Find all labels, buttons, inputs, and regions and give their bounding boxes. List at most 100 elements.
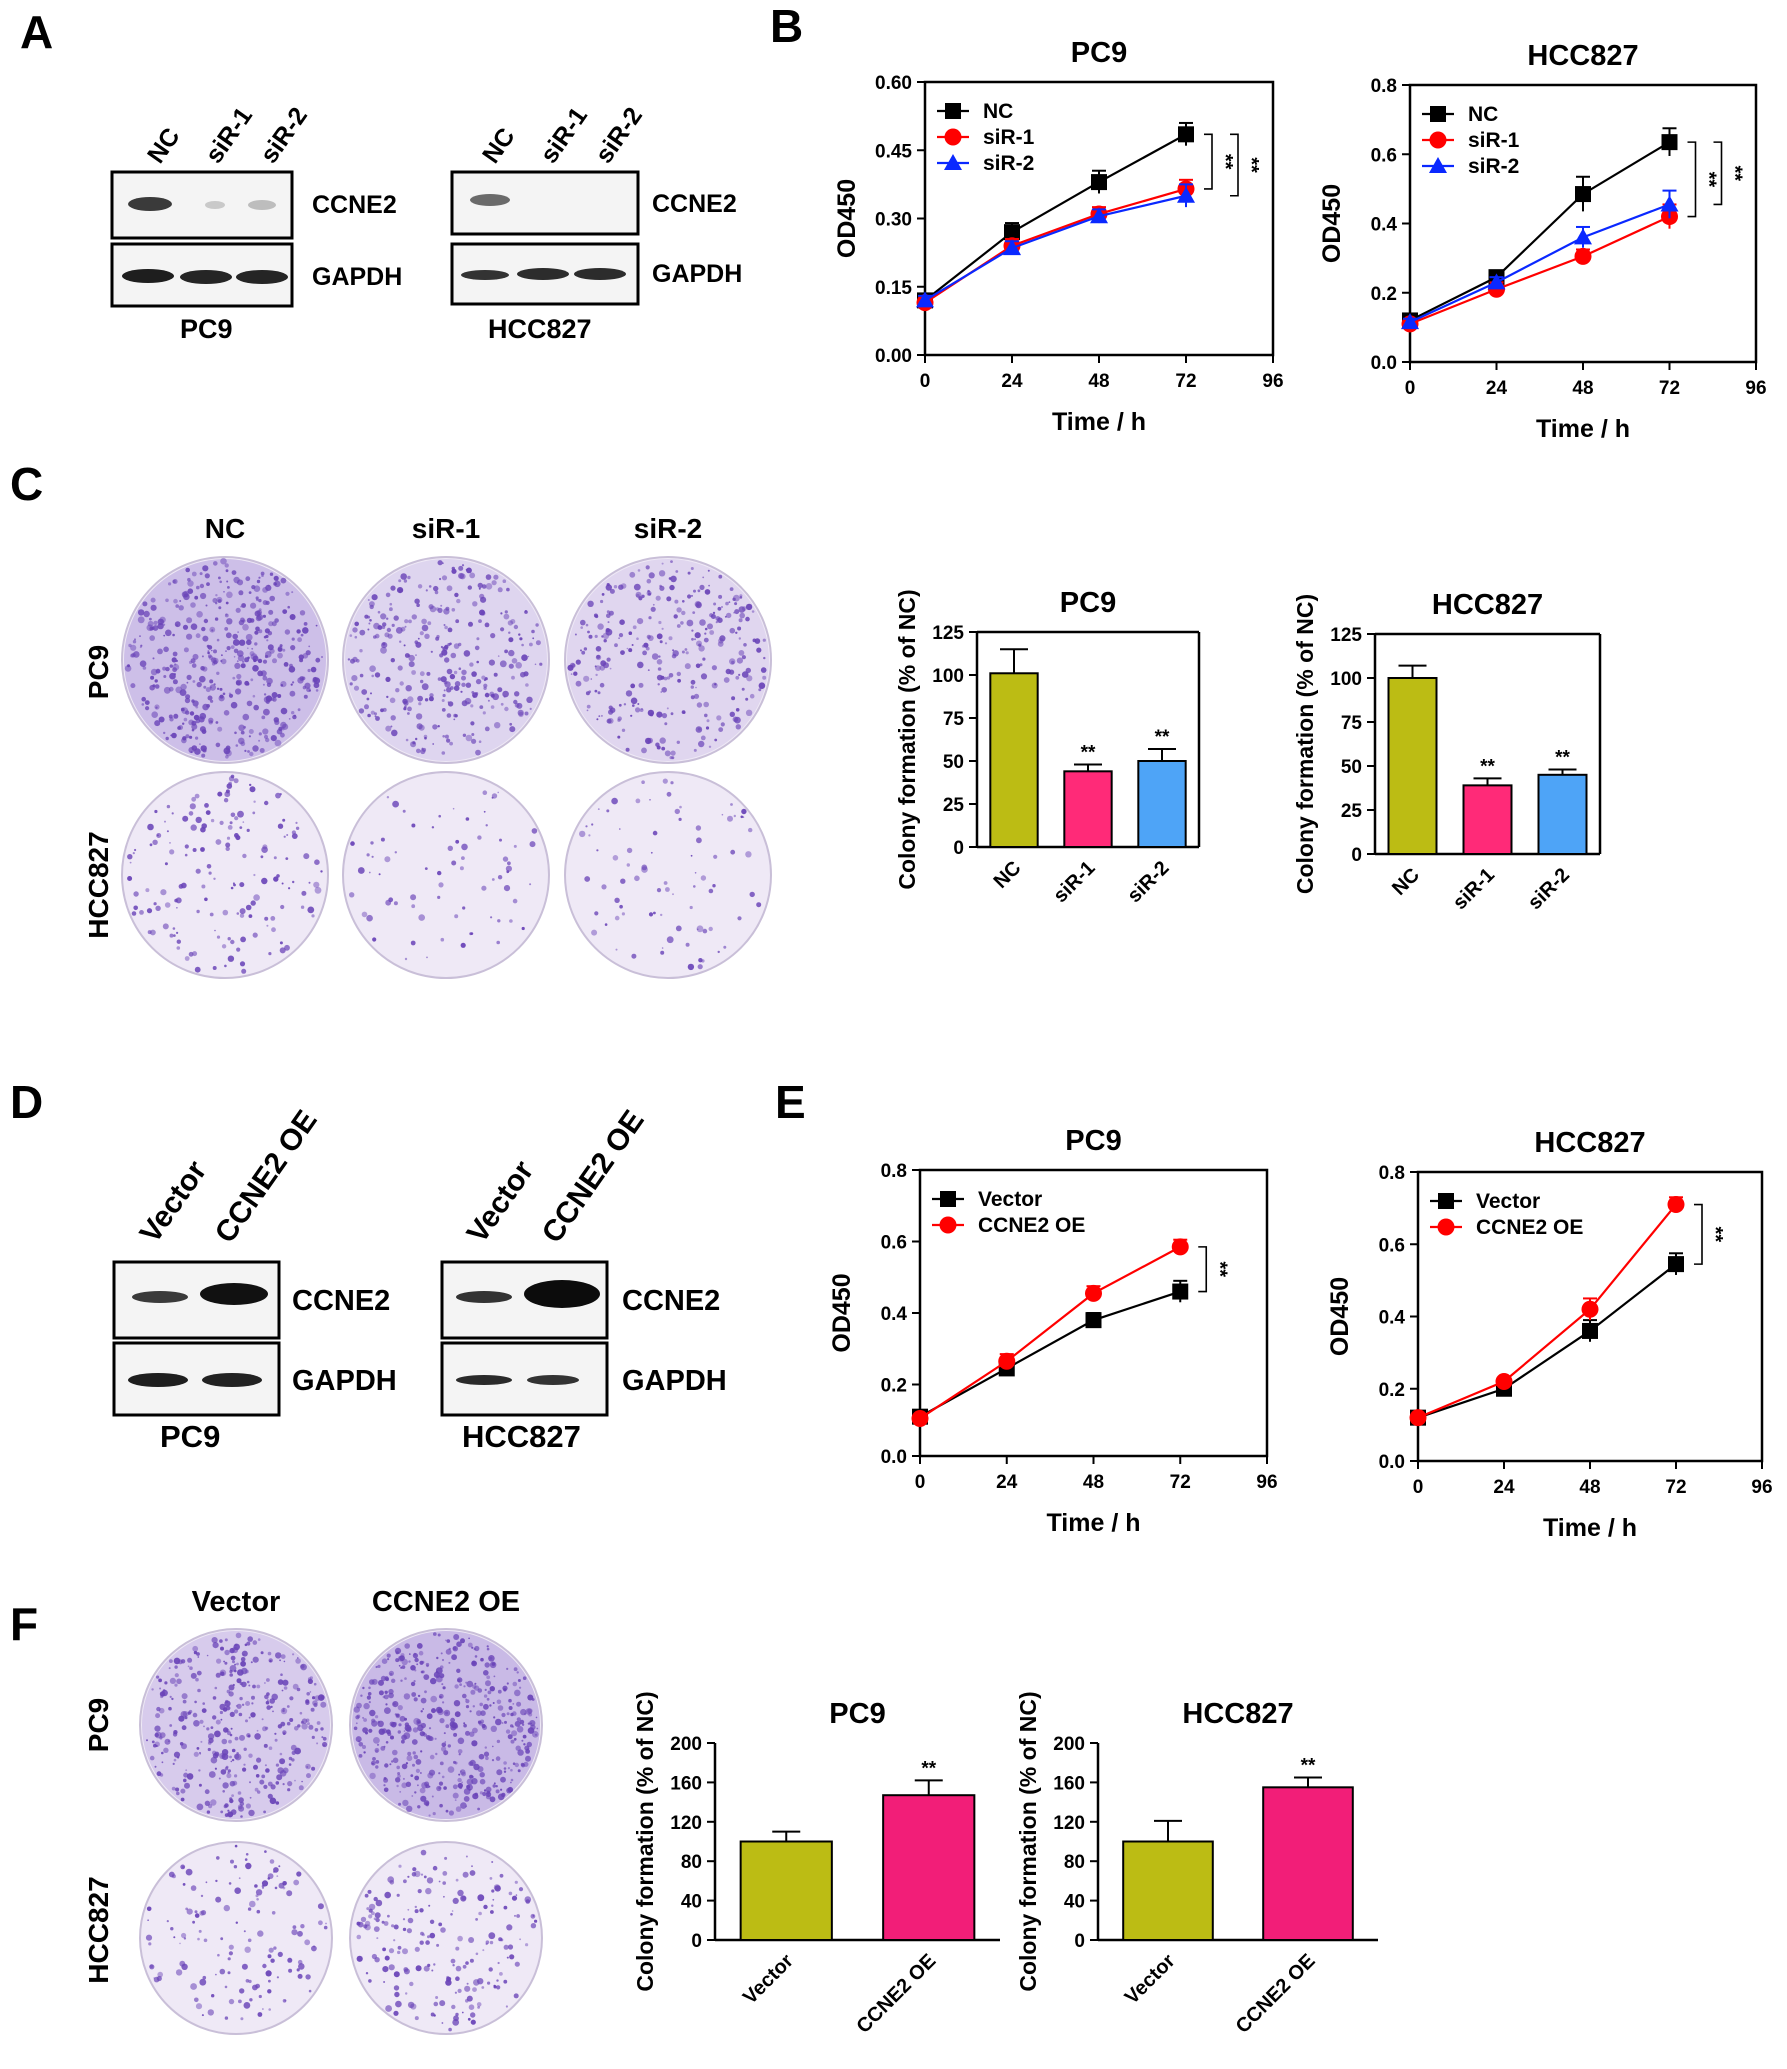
colony-dot <box>206 1654 209 1657</box>
colony-dot <box>729 669 735 675</box>
colony-dot <box>525 1708 532 1715</box>
colony-dot <box>415 1768 420 1773</box>
colony-dot <box>513 624 519 630</box>
colony-dot <box>404 957 408 961</box>
colony-dot <box>203 1938 208 1943</box>
colony-dot <box>269 1859 275 1864</box>
colony-dot <box>277 652 283 659</box>
colony-dot <box>312 676 318 683</box>
colony-dot <box>690 685 694 689</box>
colony-dot <box>220 1646 224 1651</box>
colony-dot <box>488 659 495 666</box>
colony-dot <box>274 739 282 747</box>
colony-dot <box>282 723 289 730</box>
colony-dot <box>402 1918 406 1921</box>
colony-dot <box>181 707 189 714</box>
colony-dot <box>374 715 377 718</box>
colony-dot <box>613 585 618 589</box>
colony-dot <box>230 812 236 818</box>
panel-label-c: C <box>10 458 43 510</box>
colony-dot <box>309 1676 313 1680</box>
colony-dot <box>243 1930 246 1933</box>
plot-frame <box>1408 83 1758 364</box>
colony-dot <box>407 1751 412 1756</box>
colony-dot <box>187 580 194 587</box>
colony-dot <box>227 1731 231 1736</box>
colony-dot <box>237 1804 243 1810</box>
colony-dot <box>236 947 241 952</box>
data-point <box>1582 1322 1598 1339</box>
colony-dot <box>253 894 260 901</box>
colony-dot <box>465 734 473 742</box>
y-tick-label: 0.8 <box>881 1161 907 1182</box>
colony-dot <box>467 2017 471 2021</box>
significance-stars: ** <box>1208 1261 1230 1277</box>
colony-dot <box>385 1677 390 1682</box>
x-tick-label: 48 <box>1579 1477 1600 1498</box>
colony-dot <box>484 677 488 681</box>
colony-dot <box>465 1961 469 1965</box>
colony-dot <box>181 1693 188 1700</box>
legend-label: siR-2 <box>1468 155 1519 178</box>
colony-dot <box>239 1988 245 1994</box>
colony-dot <box>663 881 668 885</box>
colony-dot <box>676 607 682 613</box>
colony-dot <box>477 1766 484 1773</box>
colony-dot <box>310 1707 315 1712</box>
colony-dot <box>235 1632 242 1639</box>
colony-dot <box>735 675 740 680</box>
colony-dot <box>453 643 460 649</box>
colony-dot <box>445 1724 450 1729</box>
colony-dot <box>349 682 353 686</box>
colony-dot <box>510 1781 512 1784</box>
dish-plate <box>342 771 550 979</box>
colony-dot <box>245 576 251 582</box>
colony-dishes-c: NC siR-1 siR-2 PC9 HCC827 <box>83 513 772 979</box>
y-tick-label: 0.0 <box>1379 1452 1405 1473</box>
x-axis-label: Time / h <box>1046 1509 1140 1537</box>
colony-dot <box>270 1958 275 1963</box>
colony-dot <box>497 1961 500 1965</box>
colony-dot <box>483 1694 488 1698</box>
colony-dot <box>391 1760 394 1763</box>
data-point <box>945 103 961 119</box>
colony-dot <box>390 585 396 591</box>
series-line <box>924 133 1187 302</box>
colony-dot <box>587 600 594 607</box>
colony-dot <box>696 603 700 607</box>
colony-dot <box>241 603 247 608</box>
colony-dot <box>383 1694 389 1700</box>
colony-dot <box>512 1681 518 1687</box>
colony-dot <box>210 657 217 663</box>
colony-dot <box>128 643 132 648</box>
colony-dot <box>718 727 724 732</box>
colony-dot <box>441 2022 444 2024</box>
colony-dot <box>300 633 304 637</box>
colony-dot <box>512 1762 516 1765</box>
colony-dot <box>477 1978 484 1985</box>
colony-dot <box>230 1760 233 1763</box>
colony-dot <box>223 1727 229 1733</box>
colony-dot <box>594 689 598 693</box>
colony-dot <box>266 682 272 687</box>
colony-dot <box>666 936 674 944</box>
colony-dot <box>482 1791 487 1797</box>
colony-dot <box>411 904 416 909</box>
colony-dot <box>595 673 598 677</box>
colony-dot <box>206 1727 210 1731</box>
colony-dot <box>255 598 259 602</box>
colony-dot <box>133 905 138 911</box>
colony-dot <box>720 722 725 727</box>
colony-dot <box>375 1917 380 1923</box>
colony-dish <box>342 556 550 764</box>
colony-dot <box>684 663 691 670</box>
y-tick-label: 80 <box>1064 1852 1085 1873</box>
colony-dot <box>595 665 601 671</box>
colony-dot <box>181 1932 187 1939</box>
colony-dot <box>468 1937 475 1943</box>
colony-dot <box>449 741 453 746</box>
lane-label: CCNE2 OE <box>536 1104 651 1249</box>
colony-dot <box>717 606 722 611</box>
